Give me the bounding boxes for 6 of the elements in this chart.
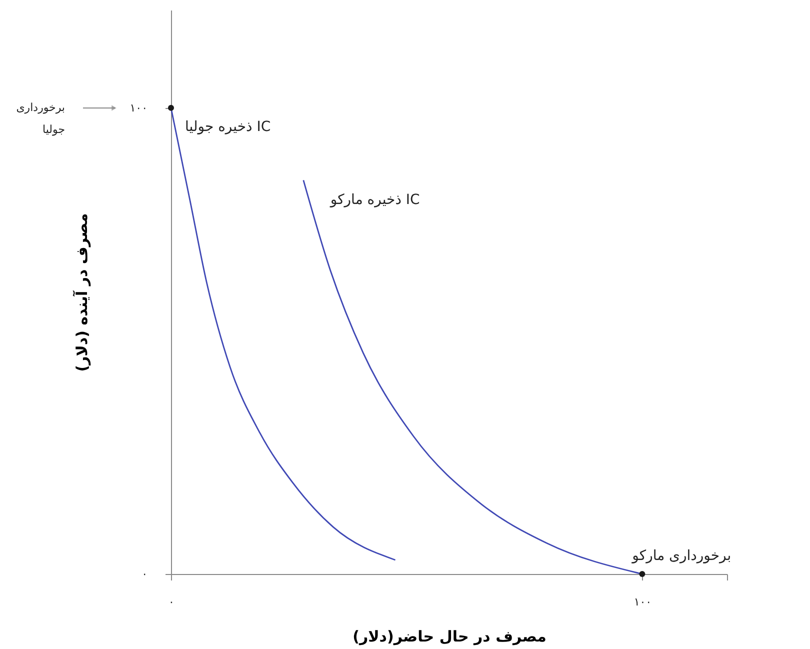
text: برخورداری جولیا <box>16 101 65 136</box>
annotation: برخورداری مارکو <box>631 548 732 564</box>
annotation: IC ذخیره جولیا <box>185 118 271 135</box>
x-axis-title: مصرف در حال حاضر(دلار) <box>352 628 546 646</box>
y-axis-title: مصرف در آینده (دلار) <box>72 213 91 372</box>
annotation: IC ذخیره مارکو <box>329 192 420 208</box>
